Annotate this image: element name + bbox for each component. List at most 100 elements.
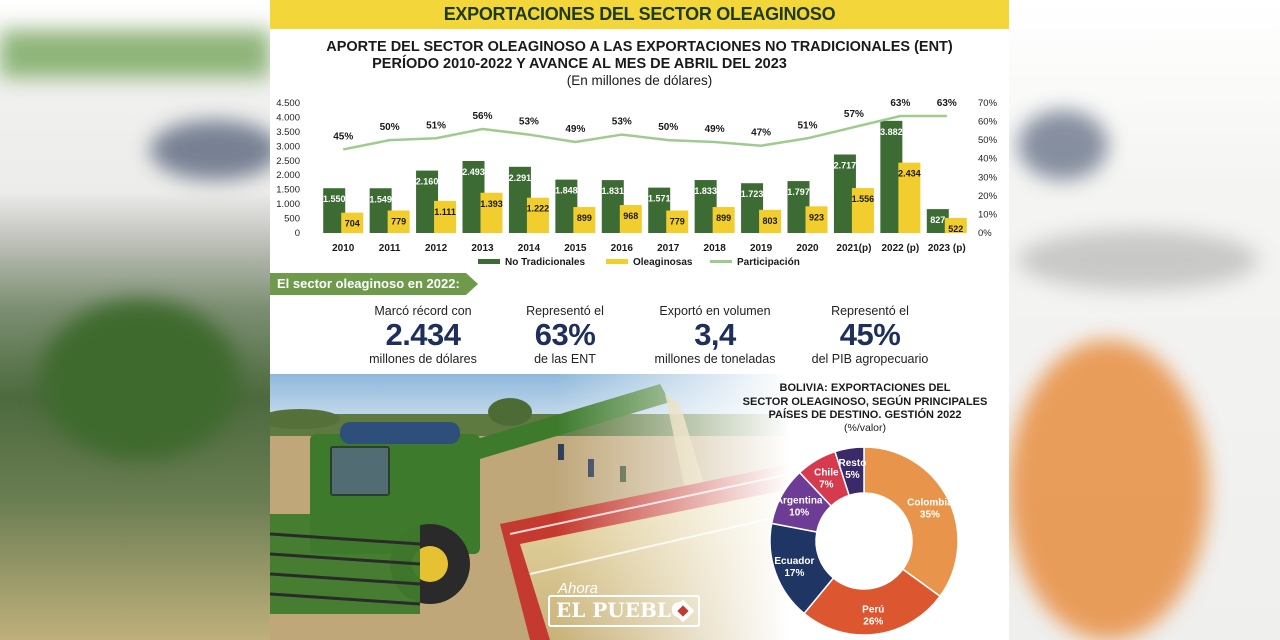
legend-swatch: [478, 259, 500, 264]
y-right-tick-label: 40%: [978, 154, 998, 165]
bar-label-oleaginosas: 1.111: [434, 207, 456, 217]
pie-slice-colombia: [863, 446, 959, 598]
pie-slice-value: 35%: [920, 509, 940, 520]
bar-oleaginosas: [944, 217, 967, 233]
bar-no-tradicionales: [787, 181, 810, 233]
bar-oleaginosas: [434, 200, 457, 233]
legend-label: No Tradicionales: [505, 257, 585, 268]
y-right-tick-label: 50%: [978, 135, 998, 146]
bar-no-tradicionales: [694, 180, 717, 233]
blurred-section-bar: [0, 30, 270, 78]
pie-title-line1: BOLIVIA: EXPORTACIONES DEL: [779, 382, 951, 394]
legend-label: Participación: [737, 257, 800, 268]
bar-label-oleaginosas: 1.393: [480, 199, 503, 209]
stat-record-bottom: millones de dólares: [369, 352, 477, 366]
line-label-participacion: 50%: [658, 122, 678, 133]
legend-swatch: [606, 259, 628, 264]
bar-label-no-tradicionales: 1.797: [787, 187, 810, 197]
header-title: EXPORTACIONES DEL SECTOR OLEAGINOSO: [443, 4, 836, 24]
bar-label-no-tradicionales: 2.160: [416, 177, 439, 187]
pie-slice-resto: [834, 446, 865, 497]
line-label-participacion: 50%: [380, 122, 400, 133]
line-label-participacion: 49%: [705, 124, 725, 135]
infographic: EXPORTACIONES DEL SECTOR OLEAGINOSO APOR…: [270, 0, 1009, 640]
section-banner: El sector oleaginoso en 2022:: [270, 273, 478, 295]
y-right-tick-label: 10%: [978, 209, 998, 220]
header-banner: EXPORTACIONES DEL SECTOR OLEAGINOSO: [270, 0, 1009, 29]
logo-frame: [548, 595, 700, 627]
bar-no-tradicionales: [926, 209, 949, 233]
bar-oleaginosas: [712, 207, 735, 233]
stat-pib-value: 45%: [839, 317, 901, 352]
blurred-percent: [1018, 110, 1108, 180]
y-left-tick-label: 4.500: [276, 98, 300, 109]
bar-no-tradicionales: [601, 180, 624, 233]
logo-name: EL PUEBLO: [556, 598, 689, 622]
stat-pib: Representó el 45% del PIB agropecuario: [800, 304, 940, 366]
bar-label-no-tradicionales: 1.848: [555, 186, 578, 196]
pie-slice-value: 26%: [863, 616, 883, 627]
stat-volume-bottom: millones de toneladas: [654, 352, 776, 366]
stat-share-top: Representó el: [526, 304, 604, 318]
line-label-participacion: 49%: [565, 124, 585, 135]
bar-no-tradicionales: [741, 183, 764, 233]
bar-label-no-tradicionales: 827: [930, 215, 945, 225]
line-label-participacion: 47%: [751, 128, 771, 139]
x-tick-label: 2018: [704, 243, 727, 254]
stat-volume-top: Exportó en volumen: [659, 304, 771, 318]
y-left-tick-label: 4.000: [276, 112, 300, 123]
x-tick-label: 2017: [657, 243, 680, 254]
x-tick-label: 2023 (p): [928, 243, 966, 254]
bar-oleaginosas: [805, 206, 828, 233]
x-tick-label: 2013: [471, 243, 494, 254]
bar-label-oleaginosas: 779: [670, 216, 685, 226]
chart-title-line1: APORTE DEL SECTOR OLEAGINOSO A LAS EXPOR…: [326, 39, 953, 55]
y-right-tick-label: 60%: [978, 117, 998, 128]
line-label-participacion: 51%: [426, 120, 446, 131]
bar-label-oleaginosas: 1.556: [852, 194, 875, 204]
pie-slice-value: 7%: [819, 479, 834, 490]
bar-no-tradicionales: [880, 120, 903, 233]
pie-slice-label: Perú: [862, 604, 884, 615]
bar-oleaginosas: [619, 205, 642, 233]
bar-line-chart: 0 500 1.000 1.500 2.000 2.500 3.000 3.500 4.000 4…: [276, 98, 998, 268]
bar-label-oleaginosas: 803: [763, 216, 778, 226]
bar-no-tradicionales: [416, 170, 439, 233]
x-tick-label: 2016: [611, 243, 634, 254]
pie-subtitle: (%/valor): [843, 422, 886, 434]
bar-label-oleaginosas: 522: [948, 224, 963, 234]
bar-label-oleaginosas: 1.222: [527, 204, 550, 214]
blurred-number: [150, 120, 270, 180]
stat-volume: Exportó en volumen 3,4 millones de tonel…: [645, 304, 785, 366]
bar-label-no-tradicionales: 1.833: [694, 186, 717, 196]
stat-record: Marcó récord con 2.434 millones de dólar…: [358, 304, 488, 366]
pie-slice-label: Colombia: [907, 497, 953, 508]
pie-slice-value: 5%: [845, 470, 860, 481]
bar-no-tradicionales: [508, 166, 531, 233]
pie-title-line2: SECTOR OLEAGINOSO, SEGÚN PRINCIPALES: [742, 395, 988, 408]
line-participacion: [342, 114, 947, 151]
bar-label-no-tradicionales: 3.882: [880, 127, 903, 137]
bar-oleaginosas: [480, 192, 503, 233]
harvest-photo: [270, 374, 790, 640]
pie-slice-chile: [798, 450, 851, 508]
x-tick-label: 2015: [564, 243, 587, 254]
stat-share-ent: Representó el 63% de las ENT: [510, 304, 620, 366]
bar-label-oleaginosas: 923: [809, 212, 824, 222]
chart-title-line2: PERÍODO 2010-2022 Y AVANCE AL MES DE ABR…: [372, 56, 787, 72]
stat-pib-bottom: del PIB agropecuario: [811, 352, 929, 366]
legend-label: Oleaginosas: [633, 257, 693, 268]
bar-no-tradicionales: [648, 187, 671, 233]
bar-label-no-tradicionales: 1.723: [741, 189, 764, 199]
logo-ahora: Ahora: [558, 580, 599, 597]
bar-label-no-tradicionales: 2.291: [509, 173, 532, 183]
pie-slice-label: Chile: [814, 467, 839, 478]
y-right-tick-label: 30%: [978, 172, 998, 183]
x-tick-label: 2020: [796, 243, 819, 254]
background-right: [1008, 0, 1280, 640]
pie-title: BOLIVIA: EXPORTACIONES DEL SECTOR OLEAGI…: [740, 382, 990, 423]
stat-record-top: Marcó récord con: [374, 304, 472, 318]
bar-no-tradicionales: [833, 154, 856, 233]
bar-oleaginosas: [759, 209, 782, 233]
bar-label-no-tradicionales: 2.493: [462, 167, 485, 177]
